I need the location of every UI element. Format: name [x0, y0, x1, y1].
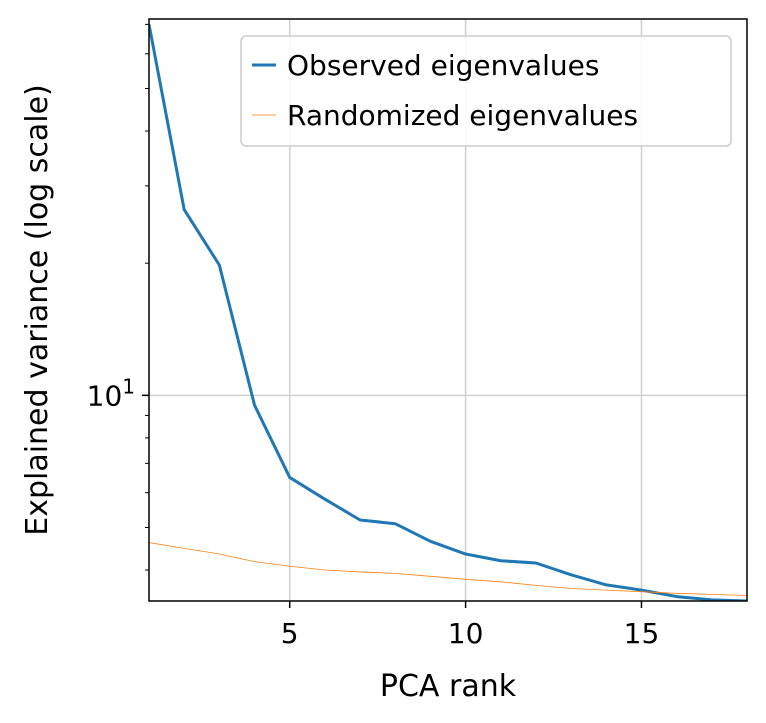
x-tick-label: 5 [281, 617, 299, 650]
legend: Observed eigenvalues Randomized eigenvalu… [240, 35, 732, 147]
series-lines [149, 24, 747, 601]
legend-label-2: Randomized eigenvalues [287, 99, 638, 132]
series-line-2 [149, 542, 747, 596]
x-tick-label: 15 [624, 617, 660, 650]
x-axis-label: PCA rank [380, 669, 517, 704]
series-line-1 [149, 24, 747, 601]
x-tick-label: 10 [448, 617, 484, 650]
axis-ticks: 5 10 15 101 [87, 23, 660, 650]
y-axis-label: Explained variance (log scale) [20, 84, 55, 536]
plot-frame [148, 18, 748, 602]
legend-label-1: Observed eigenvalues [287, 49, 599, 82]
y-tick-label: 101 [87, 374, 135, 412]
legend-box [240, 35, 732, 147]
